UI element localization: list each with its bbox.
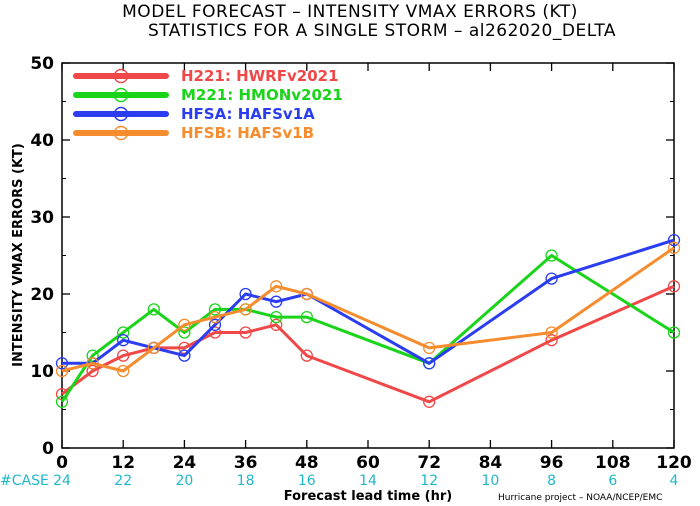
x-tick-label: 120 xyxy=(656,453,692,473)
legend-label: H221: HWRFv2021 xyxy=(181,67,339,85)
data-point xyxy=(117,364,130,378)
data-point xyxy=(239,326,252,339)
data-point xyxy=(208,310,222,324)
legend-item: H221: HWRFv2021 xyxy=(73,67,339,85)
data-point xyxy=(86,364,99,378)
data-point xyxy=(86,349,99,362)
data-point xyxy=(423,341,436,355)
x-tick-label: 48 xyxy=(295,453,319,473)
data-point xyxy=(667,280,681,293)
y-tick-label: 50 xyxy=(30,54,54,74)
data-point xyxy=(239,287,252,301)
case-count: 14 xyxy=(359,473,377,489)
series-line xyxy=(62,238,675,365)
x-tick-label: 84 xyxy=(479,453,503,473)
data-point xyxy=(545,326,558,339)
x-tick-label: 24 xyxy=(173,453,197,473)
case-count: 4 xyxy=(670,473,679,489)
y-tick-label: 20 xyxy=(30,285,54,305)
x-tick-label: 96 xyxy=(540,453,564,473)
case-count: 22 xyxy=(114,473,132,489)
data-point xyxy=(423,395,436,408)
data-point xyxy=(270,295,283,308)
data-point xyxy=(178,341,191,355)
chart-title: MODEL FORECAST – INTENSITY VMAX ERRORS (… xyxy=(122,2,578,22)
data-point xyxy=(545,272,558,285)
data-point xyxy=(178,326,191,339)
case-counts: 24 22 20 18 16 14 12 10 8 6 4 xyxy=(53,473,678,489)
data-point xyxy=(86,357,99,370)
y-axis-label: INTENSITY VMAX ERRORS (KT) xyxy=(11,143,26,367)
data-point xyxy=(667,233,681,247)
data-point xyxy=(117,326,130,339)
data-point xyxy=(270,310,283,324)
series-3 xyxy=(55,241,681,378)
series-layer xyxy=(55,233,681,408)
legend-item: M221: HMONv2021 xyxy=(73,86,343,104)
data-point xyxy=(300,287,313,301)
data-point xyxy=(55,395,69,408)
x-tick-label: 60 xyxy=(356,453,380,473)
x-tick-label: 12 xyxy=(111,453,135,473)
data-point xyxy=(667,241,681,254)
case-count: 24 xyxy=(53,473,71,489)
data-point xyxy=(270,280,283,293)
legend-marker xyxy=(113,106,129,122)
data-point xyxy=(178,349,191,362)
data-point xyxy=(300,349,313,362)
case-count: 16 xyxy=(298,473,316,489)
data-point xyxy=(208,303,222,316)
case-count: 10 xyxy=(481,473,499,489)
data-point xyxy=(545,334,558,347)
legend-marker xyxy=(113,87,129,103)
plot-frame xyxy=(61,62,675,449)
x-tick-label: 0 xyxy=(56,453,68,473)
case-count: 18 xyxy=(237,473,255,489)
legend-item: HFSA: HAFSv1A xyxy=(73,105,315,123)
x-tick-label: 72 xyxy=(417,453,441,473)
data-point xyxy=(55,357,69,370)
data-point xyxy=(208,318,222,331)
case-count: 12 xyxy=(420,473,438,489)
data-point xyxy=(545,249,558,262)
data-point xyxy=(117,334,130,347)
x-tick-label: 36 xyxy=(234,453,258,473)
y-tick-label: 10 xyxy=(30,362,54,382)
x-tick-label: 108 xyxy=(595,453,631,473)
legend-label: HFSB: HAFSv1B xyxy=(181,124,314,142)
axis-ticks: 0 12 24 36 48 60 72 84 96 108 120 0 10 20 30 40 50 xyxy=(30,54,692,473)
case-count: 20 xyxy=(175,473,193,489)
y-tick-label: 0 xyxy=(42,439,54,459)
legend-item: HFSB: HAFSv1B xyxy=(73,124,314,142)
data-point xyxy=(178,318,191,331)
data-point xyxy=(239,303,252,316)
credit-text: Hurricane project – NOAA/NCEP/EMC xyxy=(498,493,662,503)
chart-subtitle: STATISTICS FOR A SINGLE STORM – al262020… xyxy=(148,21,616,41)
case-label: #CASE xyxy=(0,473,49,489)
data-point xyxy=(423,357,436,370)
data-point xyxy=(208,326,222,339)
y-tick-label: 40 xyxy=(30,131,54,151)
legend-marker xyxy=(113,68,129,84)
data-point xyxy=(270,318,283,331)
data-point xyxy=(147,341,160,355)
data-point xyxy=(300,310,313,324)
data-point xyxy=(147,303,160,316)
legend-marker xyxy=(113,125,129,141)
case-count: 6 xyxy=(608,473,617,489)
legend-label: M221: HMONv2021 xyxy=(181,86,343,104)
y-tick-label: 30 xyxy=(30,208,54,228)
x-axis-label: Forecast lead time (hr) xyxy=(284,489,452,504)
legend-label: HFSA: HAFSv1A xyxy=(181,105,315,123)
data-point xyxy=(667,326,681,339)
data-point xyxy=(117,349,130,362)
case-count: 8 xyxy=(547,473,556,489)
data-point xyxy=(55,364,69,378)
